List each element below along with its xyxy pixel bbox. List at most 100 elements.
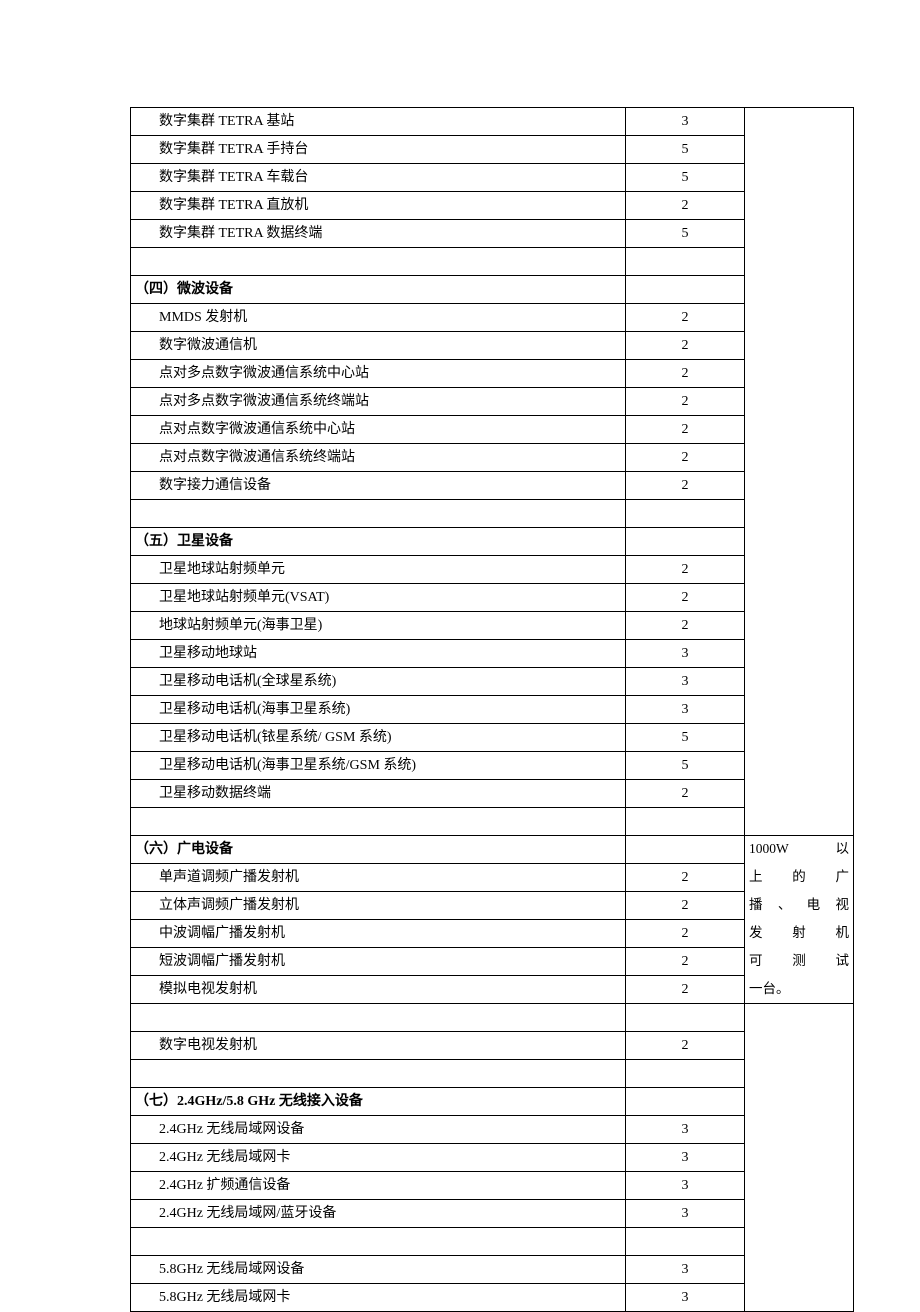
- table-row: [131, 808, 854, 836]
- table-row: 卫星地球站射频单元(VSAT)2: [131, 584, 854, 612]
- note-cell-empty: [745, 220, 854, 248]
- value-cell: 5: [626, 164, 745, 192]
- table-row: [131, 1060, 854, 1088]
- table-row: 卫星移动电话机(海事卫星系统/GSM 系统)5: [131, 752, 854, 780]
- table-row: 模拟电视发射机2一台。: [131, 976, 854, 1004]
- item-label-cell: 卫星移动地球站: [131, 640, 626, 668]
- empty-cell: [131, 1228, 626, 1256]
- note-cell-empty: [745, 248, 854, 276]
- table-row: 2.4GHz 无线局域网卡3: [131, 1144, 854, 1172]
- table-row: 立体声调频广播发射机2播、电视: [131, 892, 854, 920]
- value-cell: 2: [626, 864, 745, 892]
- table-row: 5.8GHz 无线局域网卡3: [131, 1284, 854, 1312]
- note-cell-empty: [745, 108, 854, 136]
- item-label-cell: 数字电视发射机: [131, 1032, 626, 1060]
- item-label-cell: 2.4GHz 扩频通信设备: [131, 1172, 626, 1200]
- note-cell-empty: [745, 360, 854, 388]
- value-cell: 2: [626, 584, 745, 612]
- value-cell: [626, 1228, 745, 1256]
- item-label-cell: 点对多点数字微波通信系统中心站: [131, 360, 626, 388]
- empty-cell: [131, 500, 626, 528]
- table-row: （四）微波设备: [131, 276, 854, 304]
- value-cell: 2: [626, 976, 745, 1004]
- value-cell: 2: [626, 444, 745, 472]
- value-cell: [626, 1004, 745, 1032]
- note-cell-empty: [745, 1172, 854, 1200]
- item-label-cell: 中波调幅广播发射机: [131, 920, 626, 948]
- value-cell: 2: [626, 332, 745, 360]
- value-cell: 2: [626, 360, 745, 388]
- note-cell-empty: [745, 612, 854, 640]
- item-label-cell: 卫星地球站射频单元(VSAT): [131, 584, 626, 612]
- value-cell: 5: [626, 220, 745, 248]
- value-cell: [626, 836, 745, 864]
- note-cell-empty: [745, 752, 854, 780]
- item-label-cell: 5.8GHz 无线局域网设备: [131, 1256, 626, 1284]
- note-cell-empty: [745, 556, 854, 584]
- note-cell: 上的广: [745, 864, 854, 892]
- item-label-cell: 数字集群 TETRA 数据终端: [131, 220, 626, 248]
- note-cell-empty: [745, 808, 854, 836]
- table-row: [131, 1228, 854, 1256]
- empty-cell: [131, 1060, 626, 1088]
- item-label-cell: 数字集群 TETRA 基站: [131, 108, 626, 136]
- note-cell-empty: [745, 780, 854, 808]
- value-cell: 5: [626, 724, 745, 752]
- table-row: 数字接力通信设备2: [131, 472, 854, 500]
- note-cell-empty: [745, 1200, 854, 1228]
- item-label-cell: 模拟电视发射机: [131, 976, 626, 1004]
- table-row: 数字集群 TETRA 数据终端5: [131, 220, 854, 248]
- table-row: 点对点数字微波通信系统中心站2: [131, 416, 854, 444]
- note-cell-empty: [745, 1228, 854, 1256]
- table-row: （六）广电设备 1000W 以: [131, 836, 854, 864]
- table-row: 卫星移动电话机(海事卫星系统)3: [131, 696, 854, 724]
- value-cell: 3: [626, 640, 745, 668]
- note-cell-empty: [745, 416, 854, 444]
- note-cell-empty: [745, 1116, 854, 1144]
- table-row: 卫星地球站射频单元2: [131, 556, 854, 584]
- note-cell-empty: [745, 1088, 854, 1116]
- value-cell: 2: [626, 304, 745, 332]
- item-label-cell: 2.4GHz 无线局域网设备: [131, 1116, 626, 1144]
- item-label-cell: 2.4GHz 无线局域网/蓝牙设备: [131, 1200, 626, 1228]
- note-cell-empty: [745, 640, 854, 668]
- item-label-cell: MMDS 发射机: [131, 304, 626, 332]
- table-row: [131, 248, 854, 276]
- table-row: （五）卫星设备: [131, 528, 854, 556]
- item-label-cell: 短波调幅广播发射机: [131, 948, 626, 976]
- section-header-cell: （四）微波设备: [131, 276, 626, 304]
- note-cell-empty: [745, 192, 854, 220]
- empty-cell: [131, 1004, 626, 1032]
- item-label-cell: 2.4GHz 无线局域网卡: [131, 1144, 626, 1172]
- value-cell: [626, 528, 745, 556]
- table-row: 卫星移动数据终端2: [131, 780, 854, 808]
- note-cell-empty: [745, 1284, 854, 1312]
- note-cell: 1000W 以: [745, 836, 854, 864]
- table-row: 点对点数字微波通信系统终端站2: [131, 444, 854, 472]
- value-cell: 2: [626, 388, 745, 416]
- item-label-cell: 点对多点数字微波通信系统终端站: [131, 388, 626, 416]
- value-cell: 2: [626, 920, 745, 948]
- table-row: 单声道调频广播发射机2上的广: [131, 864, 854, 892]
- value-cell: [626, 808, 745, 836]
- note-cell-empty: [745, 1060, 854, 1088]
- note-cell-empty: [745, 528, 854, 556]
- value-cell: 2: [626, 472, 745, 500]
- table-row: 卫星移动电话机(全球星系统)3: [131, 668, 854, 696]
- value-cell: 5: [626, 752, 745, 780]
- value-cell: 2: [626, 612, 745, 640]
- item-label-cell: 卫星移动数据终端: [131, 780, 626, 808]
- value-cell: 3: [626, 108, 745, 136]
- section-header-cell: （七）2.4GHz/5.8 GHz 无线接入设备: [131, 1088, 626, 1116]
- value-cell: 2: [626, 892, 745, 920]
- note-cell: 可测试: [745, 948, 854, 976]
- table-row: 2.4GHz 无线局域网/蓝牙设备3: [131, 1200, 854, 1228]
- table-row: 数字微波通信机2: [131, 332, 854, 360]
- value-cell: 2: [626, 192, 745, 220]
- item-label-cell: 地球站射频单元(海事卫星): [131, 612, 626, 640]
- table-row: MMDS 发射机2: [131, 304, 854, 332]
- item-label-cell: 卫星地球站射频单元: [131, 556, 626, 584]
- note-cell-empty: [745, 1256, 854, 1284]
- empty-cell: [131, 248, 626, 276]
- item-label-cell: 数字接力通信设备: [131, 472, 626, 500]
